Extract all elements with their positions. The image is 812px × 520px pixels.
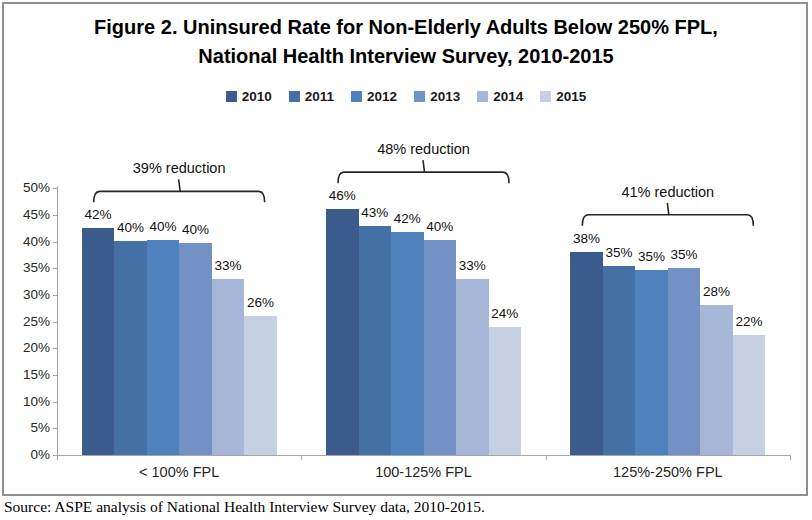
legend-swatch-icon (477, 91, 488, 102)
legend-label: 2013 (430, 89, 460, 104)
bar-2011-group3 (603, 266, 636, 455)
legend-label: 2015 (556, 89, 586, 104)
y-tick-label: 20% (8, 340, 50, 356)
value-label: 40% (417, 219, 463, 235)
bar-2012-group2 (391, 232, 424, 455)
bar-2011-group2 (359, 226, 392, 455)
value-label: 40% (172, 222, 218, 238)
y-tick-mark (53, 428, 57, 429)
bar-2010-group2 (326, 209, 359, 455)
legend-swatch-icon (540, 91, 551, 102)
y-tick-label: 10% (8, 394, 50, 410)
value-label: 26% (237, 295, 283, 311)
legend-item-2011: 2011 (289, 89, 334, 104)
bar-2012-group1 (147, 240, 180, 455)
legend-label: 2010 (242, 89, 272, 104)
y-tick-label: 40% (8, 234, 50, 250)
y-tick-label: 45% (8, 207, 50, 223)
y-tick-label: 5% (8, 420, 50, 436)
y-tick-label: 50% (8, 180, 50, 196)
value-label: 28% (694, 284, 740, 300)
category-label: 125%-250% FPL (546, 464, 790, 480)
legend-item-2010: 2010 (226, 89, 272, 104)
bar-2015-group3 (733, 335, 766, 455)
chart-title: Figure 2. Uninsured Rate for Non-Elderly… (0, 13, 812, 71)
y-tick-mark (53, 215, 57, 216)
bar-2015-group2 (489, 327, 522, 455)
y-tick-label: 30% (8, 287, 50, 303)
annotation-label: 41% reduction (598, 184, 738, 200)
annotation-label: 39% reduction (109, 160, 249, 176)
bar-2015-group1 (244, 316, 277, 455)
legend-swatch-icon (351, 91, 362, 102)
legend-label: 2012 (367, 89, 397, 104)
legend-item-2015: 2015 (540, 89, 586, 104)
y-tick-mark (53, 295, 57, 296)
y-tick-mark (53, 268, 57, 269)
y-tick-label: 25% (8, 314, 50, 330)
annotation-label: 48% reduction (354, 141, 494, 157)
category-label: 100-125% FPL (301, 464, 545, 480)
value-label: 33% (449, 258, 495, 274)
y-tick-mark (53, 402, 57, 403)
legend-swatch-icon (226, 91, 237, 102)
legend-item-2012: 2012 (351, 89, 397, 104)
y-tick-mark (53, 188, 57, 189)
category-label: < 100% FPL (57, 464, 301, 480)
y-tick-mark (53, 348, 57, 349)
y-tick-mark (53, 375, 57, 376)
y-tick-mark (53, 322, 57, 323)
bar-2013-group1 (179, 243, 212, 455)
value-label: 22% (726, 314, 772, 330)
y-axis-line (57, 186, 58, 456)
legend-swatch-icon (414, 91, 425, 102)
y-tick-mark (53, 242, 57, 243)
source-note: Source: ASPE analysis of National Health… (4, 498, 485, 516)
x-tick-mark (57, 455, 58, 460)
y-tick-label: 0% (8, 447, 50, 463)
legend-label: 2014 (493, 89, 523, 104)
chart-title-line1: Figure 2. Uninsured Rate for Non-Elderly… (0, 13, 812, 42)
legend: 2010 2011 2012 2013 2014 2015 (0, 89, 812, 104)
legend-item-2013: 2013 (414, 89, 460, 104)
value-label: 24% (482, 306, 528, 322)
y-tick-label: 15% (8, 367, 50, 383)
bar-2010-group3 (570, 252, 603, 455)
bar-2010-group1 (82, 228, 115, 455)
x-axis-line (57, 455, 791, 456)
value-label: 33% (205, 258, 251, 274)
legend-item-2014: 2014 (477, 89, 523, 104)
x-tick-mark (546, 455, 547, 460)
bar-2012-group3 (635, 270, 668, 455)
value-label: 46% (319, 188, 365, 204)
bar-2011-group1 (114, 241, 147, 455)
y-tick-label: 35% (8, 260, 50, 276)
x-tick-mark (301, 455, 302, 460)
value-label: 35% (661, 247, 707, 263)
x-tick-mark (790, 455, 791, 460)
chart-title-line2: National Health Interview Survey, 2010-2… (0, 42, 812, 71)
legend-label: 2011 (305, 89, 334, 104)
chart-page: Figure 2. Uninsured Rate for Non-Elderly… (0, 0, 812, 520)
legend-swatch-icon (289, 91, 300, 102)
